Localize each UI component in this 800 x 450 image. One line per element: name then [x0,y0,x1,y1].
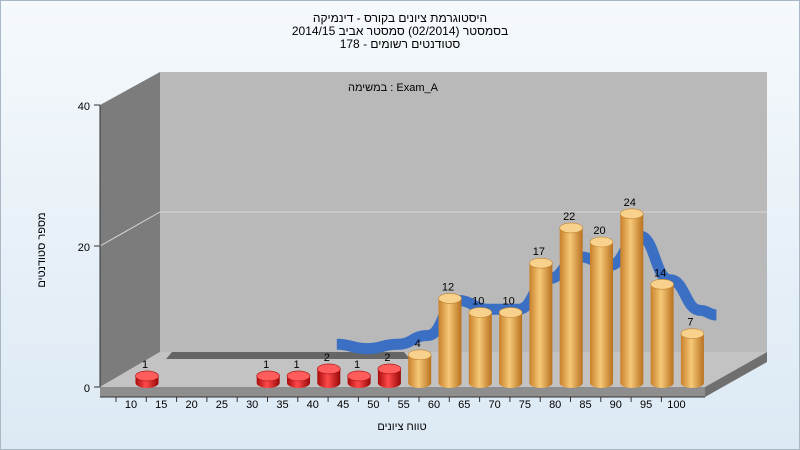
bar-value-label: 2 [324,352,330,364]
bar-top [407,349,432,361]
bar: 22 [559,211,584,388]
bar-top [347,370,371,382]
bar-body [317,368,341,388]
bar-body [499,312,523,388]
x-tick-label: 65 [458,399,470,411]
x-tick-label: 60 [428,399,440,411]
bar-body [529,263,553,388]
bar-top [286,370,311,382]
zero-bar-strip [166,352,410,359]
bar-value-label: 4 [415,338,421,350]
bar-top [680,328,705,339]
bar-body [438,298,462,388]
bar-value-label: 10 [502,296,514,308]
bar-body [468,312,492,388]
bar-top [438,293,462,304]
exam-annotation: במשימה : Exam_A [348,82,439,94]
x-tick-label: 40 [307,399,319,411]
bar: 24 [619,197,644,388]
bar: 10 [468,296,493,388]
bar-top [650,278,674,290]
chart-title-line-1: היסטוגרמת ציונים בקורס - דינמיקה [312,11,488,25]
bar-top [135,370,159,382]
bar-body [620,213,644,388]
bar: 20 [589,225,614,388]
bar-value-label: 22 [563,211,575,223]
bar-top [559,222,584,234]
x-tick-label: 100 [667,399,685,411]
bar: 2 [377,352,402,388]
bar-value-label: 10 [472,296,484,308]
y-tick-label: 0 [84,383,90,395]
bar-body [590,242,613,388]
bar: 1 [347,359,371,388]
bar-body [650,284,674,388]
x-tick-label: 45 [337,399,349,411]
bar-top [619,208,644,220]
y-axis-label: מספר סטודנטים [36,212,48,287]
y-tick-label: 20 [78,242,90,254]
bar-body [680,333,704,388]
bar-top [589,236,614,248]
bar-body [377,368,401,388]
bar-top [498,307,523,318]
x-tick-label: 75 [519,399,531,411]
x-tick-label: 10 [125,399,137,411]
bar-value-label: 20 [593,225,605,237]
gridline-20-side [99,211,161,247]
bar: 4 [407,338,432,388]
floor-side-edge [705,352,767,397]
bar-top [256,370,281,382]
y-tick-label: 40 [78,101,90,113]
x-tick-label: 70 [488,399,500,411]
bar-value-label: 1 [354,359,360,371]
bar-value-label: 14 [654,267,666,279]
bar: 10 [498,296,523,388]
bar-value-label: 1 [142,359,148,371]
bar-value-label: 1 [293,359,299,371]
bar-body [559,227,583,388]
chart-title-line-2: בסמסטר (02/2014) סמסטר אביב 2014/15 [291,24,509,38]
bar: 1 [256,359,281,388]
bar-top [377,363,402,375]
x-tick-label: 85 [579,399,591,411]
bar-value-label: 17 [533,246,545,258]
x-axis-label: טווח ציונים [377,421,426,433]
x-tick-label: 80 [549,399,561,411]
x-tick-label: 30 [246,399,258,411]
bar-body [408,354,432,388]
chart-title-line-3: סטודנטים רשומים - 178 [339,37,461,51]
x-tick-label: 35 [276,399,288,411]
x-tick-label: 25 [216,399,228,411]
floor-front-edge [100,387,705,397]
x-tick-label: 20 [185,399,197,411]
bar: 14 [650,267,674,388]
bar-top [468,307,493,318]
x-tick-label: 55 [398,399,410,411]
bar-top [316,363,341,375]
bar: 2 [316,352,341,388]
bar: 7 [680,317,705,388]
bar: 12 [438,281,462,388]
bar-value-label: 7 [687,317,693,329]
bar-value-label: 12 [442,281,454,293]
bar-top [529,257,553,269]
bar-value-label: 1 [263,359,269,371]
bar-value-label: 24 [624,197,636,209]
x-ticks: 10 15 20 25 30 35 40 45 50 55 60 65 70 75 80 85 90 95 100 [115,397,686,411]
bar: 1 [286,359,311,388]
bar: 17 [529,246,553,388]
y-ticks: 0 20 40 [78,101,100,395]
bar: 1 [135,359,159,388]
x-tick-label: 90 [610,399,622,411]
x-tick-label: 50 [367,399,379,411]
bar-value-label: 2 [384,352,390,364]
x-tick-label: 95 [640,399,652,411]
x-tick-label: 15 [155,399,167,411]
